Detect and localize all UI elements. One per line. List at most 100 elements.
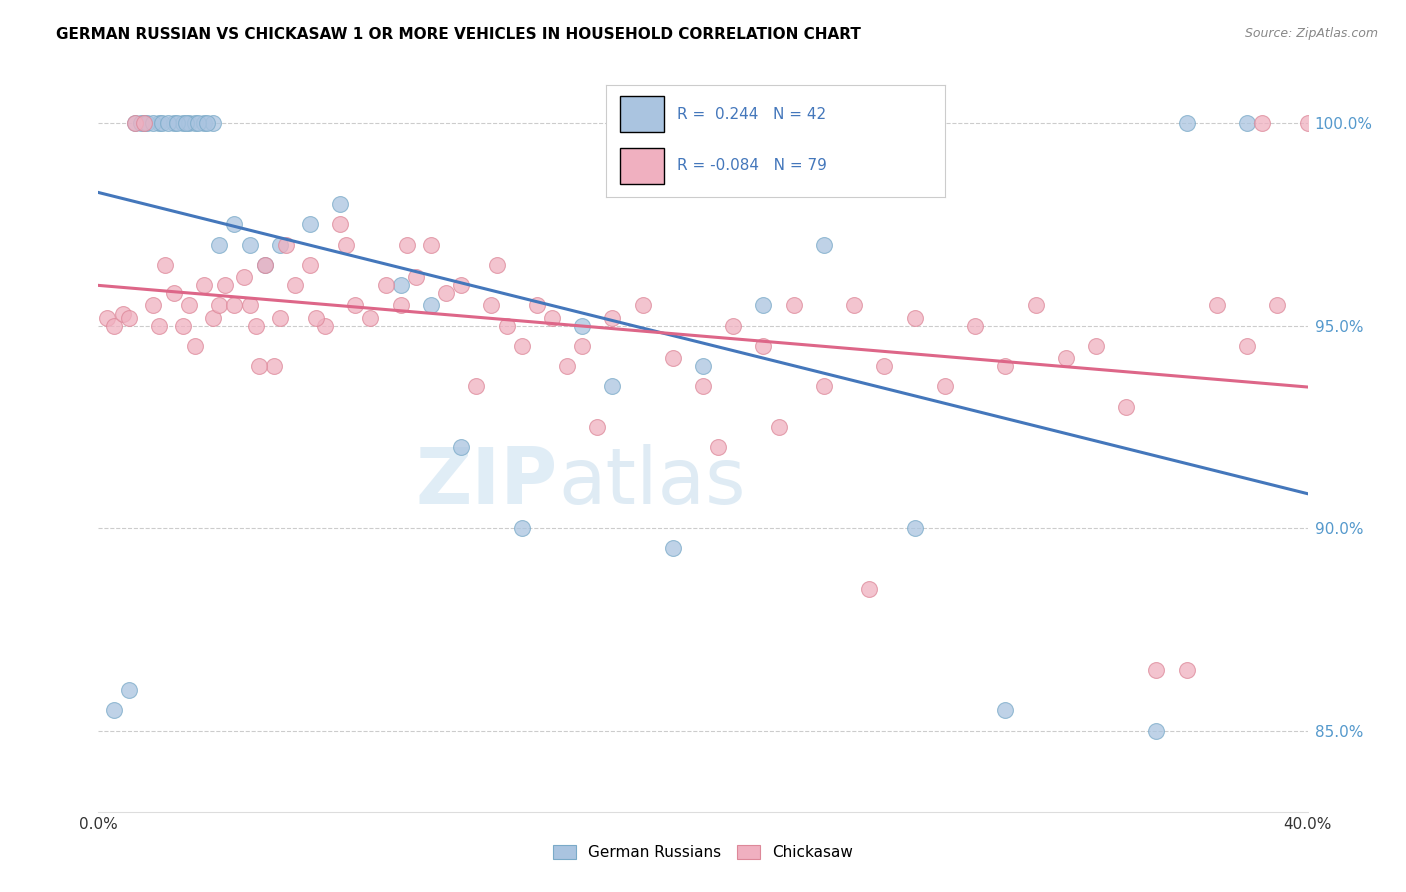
Point (486, 258, 509, 272)
Point (631, 298, 654, 312)
Point (202, 116, 225, 130)
Point (707, 440, 730, 454)
Point (135, 116, 157, 130)
Point (202, 310, 225, 325)
Point (661, 351, 683, 365)
Point (263, 359, 285, 374)
Point (586, 420, 609, 434)
Point (253, 258, 276, 272)
Point (132, 116, 155, 130)
Point (420, 298, 443, 312)
Point (166, 116, 188, 130)
Point (481, 298, 503, 312)
Point (299, 258, 322, 272)
Point (873, 359, 896, 374)
Point (571, 318, 593, 333)
Legend: German Russians, Chickasaw: German Russians, Chickasaw (547, 839, 859, 866)
Point (193, 116, 215, 130)
Point (103, 703, 125, 717)
Point (214, 278, 236, 293)
Point (1296, 116, 1319, 130)
Point (153, 258, 176, 272)
Point (555, 359, 578, 374)
Point (434, 286, 457, 301)
Point (904, 521, 927, 535)
Point (1054, 351, 1077, 365)
Point (723, 318, 745, 333)
Point (1251, 116, 1274, 130)
Point (510, 521, 533, 535)
Point (752, 298, 775, 312)
Point (904, 310, 927, 325)
Point (179, 298, 201, 312)
Point (1024, 298, 1046, 312)
Point (495, 318, 517, 333)
Point (813, 379, 835, 393)
Text: Source: ZipAtlas.com: Source: ZipAtlas.com (1244, 27, 1378, 40)
Point (602, 310, 624, 325)
Point (148, 318, 170, 333)
Point (174, 116, 197, 130)
Point (184, 339, 207, 353)
Point (1146, 663, 1168, 677)
Point (844, 298, 866, 312)
Point (360, 310, 382, 325)
Point (329, 218, 352, 232)
Point (858, 582, 880, 596)
Point (193, 278, 215, 293)
Point (395, 237, 418, 252)
Text: atlas: atlas (558, 444, 745, 520)
Point (571, 339, 593, 353)
Point (103, 318, 125, 333)
Point (813, 237, 835, 252)
Point (994, 703, 1017, 717)
Point (269, 237, 291, 252)
Point (208, 298, 231, 312)
Point (1267, 298, 1289, 312)
Point (150, 116, 173, 130)
Point (1236, 116, 1258, 130)
Point (314, 318, 336, 333)
Point (540, 310, 562, 325)
Point (1146, 723, 1168, 738)
Point (118, 310, 141, 325)
Point (1115, 400, 1137, 414)
Point (124, 116, 146, 130)
Point (156, 116, 179, 130)
Point (124, 116, 146, 130)
Point (994, 359, 1017, 374)
Point (224, 218, 246, 232)
Text: GERMAN RUSSIAN VS CHICKASAW 1 OR MORE VEHICLES IN HOUSEHOLD CORRELATION CHART: GERMAN RUSSIAN VS CHICKASAW 1 OR MORE VE… (56, 27, 860, 42)
Point (208, 237, 231, 252)
Point (163, 116, 186, 130)
Point (96, 310, 118, 325)
Point (329, 197, 352, 211)
Point (1175, 663, 1198, 677)
Point (129, 116, 152, 130)
Point (142, 298, 165, 312)
Point (965, 318, 987, 333)
Point (247, 359, 270, 374)
Point (389, 278, 412, 293)
Point (661, 541, 683, 556)
Point (602, 379, 624, 393)
Point (768, 420, 790, 434)
Point (450, 278, 472, 293)
Point (239, 298, 262, 312)
Point (1236, 339, 1258, 353)
Point (172, 116, 194, 130)
Point (1085, 339, 1108, 353)
Point (465, 379, 488, 393)
Point (934, 379, 956, 393)
Point (118, 683, 141, 698)
Point (245, 318, 267, 333)
Point (187, 116, 209, 130)
Point (269, 310, 291, 325)
Point (284, 278, 307, 293)
Point (1175, 116, 1198, 130)
Point (783, 298, 806, 312)
Point (253, 258, 276, 272)
Point (335, 237, 357, 252)
Text: ZIP: ZIP (416, 444, 558, 520)
Point (692, 379, 714, 393)
